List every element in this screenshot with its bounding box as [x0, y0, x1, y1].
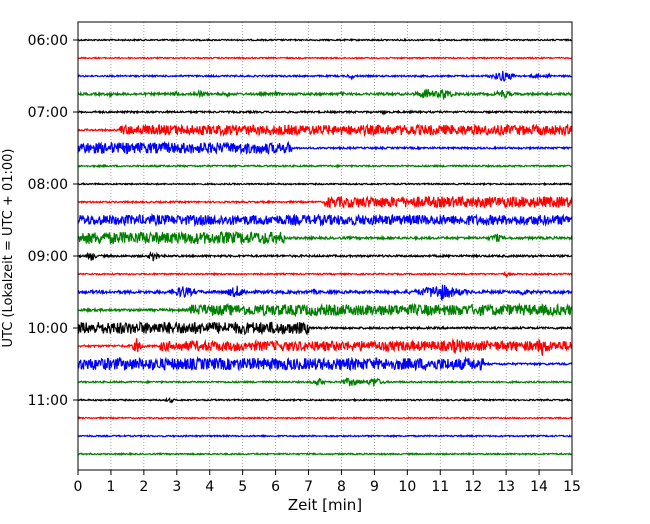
- x-tick-label: 12: [464, 479, 482, 495]
- trace-line: [77, 337, 573, 356]
- trace-0845: [77, 230, 573, 246]
- trace-line: [77, 37, 573, 43]
- trace-0800: [77, 181, 573, 187]
- trace-0830: [77, 212, 573, 228]
- trace-0745: [77, 163, 573, 169]
- trace-0615: [77, 56, 573, 60]
- axis-layer: 0 1 2 3 4 5 6 7 8 9 10 11 12 13 14 1506:0007:0008:0009:…: [28, 21, 581, 495]
- trace-1100: [77, 396, 573, 404]
- x-tick-label: 10: [398, 479, 416, 495]
- x-tick-label: 11: [431, 479, 449, 495]
- trace-line: [77, 271, 573, 278]
- x-tick-label: 8: [337, 479, 346, 495]
- trace-layer: [77, 37, 573, 457]
- y-tick-label: 09:00: [28, 249, 68, 265]
- y-tick-label: 08:00: [28, 177, 68, 193]
- trace-1145: [77, 451, 573, 457]
- y-tick-label: 11:00: [28, 393, 68, 409]
- trace-line: [77, 284, 573, 302]
- trace-line: [77, 320, 573, 336]
- trace-1115: [77, 416, 573, 420]
- x-tick-label: 0: [74, 479, 83, 495]
- trace-line: [77, 230, 573, 246]
- y-tick-label: 06:00: [28, 33, 68, 49]
- x-tick-label: 15: [563, 479, 581, 495]
- x-tick-label: 13: [497, 479, 515, 495]
- y-tick-label: 10:00: [28, 321, 68, 337]
- x-axis-label: Zeit [min]: [288, 496, 362, 514]
- trace-0815: [77, 195, 573, 210]
- x-tick-label: 6: [271, 479, 280, 495]
- trace-1030: [77, 355, 573, 372]
- trace-line: [77, 302, 573, 318]
- grid-layer: [77, 22, 573, 470]
- trace-0630: [77, 70, 573, 82]
- trace-0945: [77, 302, 573, 318]
- x-tick-label: 5: [238, 479, 247, 495]
- trace-line: [77, 163, 573, 169]
- trace-line: [77, 355, 573, 372]
- trace-line: [77, 451, 573, 457]
- trace-1000: [77, 320, 573, 336]
- trace-line: [77, 88, 573, 100]
- trace-0730: [77, 140, 573, 156]
- trace-line: [77, 376, 573, 387]
- y-tick-label: 07:00: [28, 105, 68, 121]
- x-tick-label: 14: [530, 479, 548, 495]
- y-axis-label: UTC (Lokalzeit = UTC + 01:00): [1, 149, 16, 348]
- trace-1015: [77, 337, 573, 356]
- x-tick-label: 7: [304, 479, 313, 495]
- x-tick-label: 9: [370, 479, 379, 495]
- trace-line: [77, 433, 573, 439]
- trace-0915: [77, 271, 573, 278]
- trace-0600: [77, 37, 573, 43]
- x-tick-label: 3: [172, 479, 181, 495]
- plot-frame: [77, 21, 573, 471]
- x-tick-label: 1: [106, 479, 115, 495]
- trace-line: [77, 212, 573, 228]
- trace-0645: [77, 88, 573, 100]
- trace-0930: [77, 284, 573, 302]
- x-tick-label: 2: [139, 479, 148, 495]
- trace-line: [77, 140, 573, 156]
- trace-line: [77, 70, 573, 82]
- trace-0900: [77, 250, 573, 262]
- trace-0715: [77, 123, 573, 138]
- trace-line: [77, 181, 573, 187]
- trace-line: [77, 416, 573, 420]
- trace-line: [77, 109, 573, 116]
- x-tick-label: 4: [205, 479, 214, 495]
- trace-line: [77, 56, 573, 60]
- trace-1045: [77, 376, 573, 387]
- trace-line: [77, 195, 573, 210]
- trace-line: [77, 250, 573, 262]
- trace-line: [77, 396, 573, 404]
- trace-1130: [77, 433, 573, 439]
- trace-0700: [77, 109, 573, 116]
- trace-line: [77, 123, 573, 138]
